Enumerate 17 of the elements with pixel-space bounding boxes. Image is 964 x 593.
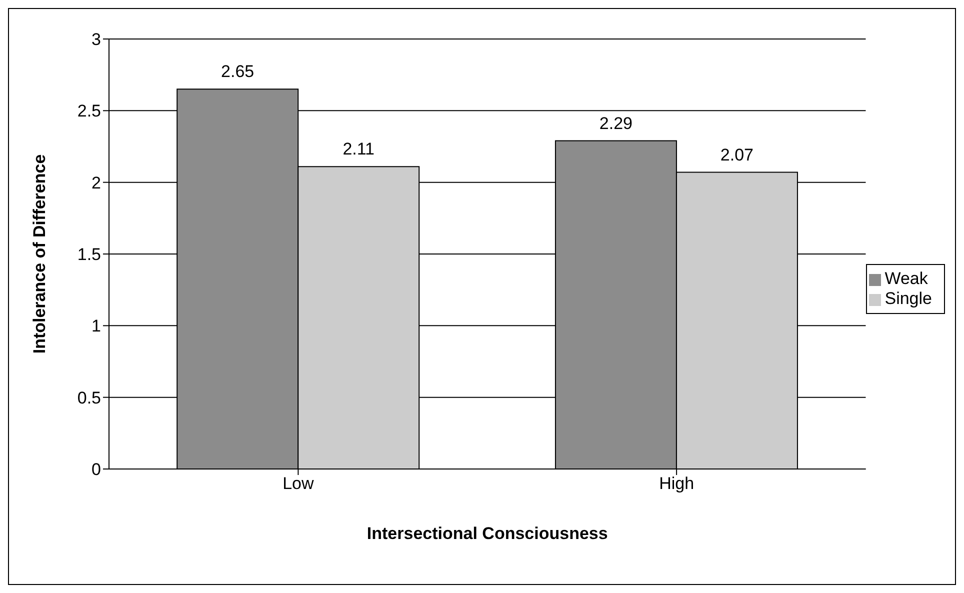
legend-label: Weak — [884, 269, 928, 288]
y-tick-label: 1.5 — [77, 245, 101, 264]
y-tick-label: 0.5 — [77, 388, 101, 408]
data-label: 2.11 — [342, 140, 375, 159]
y-tick-label: 3 — [92, 30, 101, 50]
data-label: 2.07 — [720, 145, 754, 164]
y-tick-label: 2 — [92, 173, 101, 192]
x-tick-label: Low — [282, 474, 314, 494]
data-label: 2.29 — [599, 114, 633, 133]
x-axis-title: Intersectional Consciousness — [366, 524, 608, 543]
y-axis-title: Intolerance of Difference — [30, 154, 50, 354]
legend-label: Single — [884, 289, 932, 308]
x-tick-label: High — [659, 474, 694, 494]
y-tick-label: 0 — [92, 460, 101, 480]
y-tick-label: 2.5 — [77, 102, 101, 121]
y-tick-label: 1 — [92, 316, 101, 336]
data-label: 2.65 — [221, 62, 254, 82]
